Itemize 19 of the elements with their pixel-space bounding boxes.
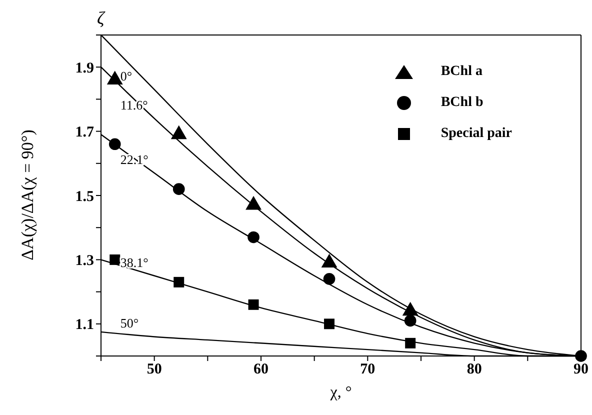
- legend-label: Special pair: [440, 126, 512, 142]
- y-tick-label: 1.3: [75, 253, 94, 270]
- text: ζ: [97, 8, 104, 28]
- x-tick-label: 90: [574, 362, 588, 378]
- x-tick-label: 80: [466, 362, 482, 378]
- y-tick-label: 1.7: [75, 124, 94, 141]
- y-tick-label: 1.1: [75, 317, 94, 334]
- legend-label: BChl b: [440, 94, 484, 110]
- y-axis-title: ΔA(χ)/ΔA(χ = 90°): [18, 130, 37, 260]
- x-tick-label: 50: [146, 362, 162, 378]
- series-label: 38.1°: [120, 254, 148, 270]
- legend-label: BChl a: [440, 64, 482, 80]
- y-tick-label: 1.9: [75, 60, 94, 76]
- x-tick-label: 60: [254, 362, 268, 378]
- series-label: 50°: [120, 316, 139, 331]
- y-tick-label: 1.5: [75, 188, 94, 205]
- series-label: 0°: [120, 68, 132, 84]
- x-tick-label: 70: [360, 362, 376, 378]
- x-axis-title: χ, °: [330, 384, 352, 401]
